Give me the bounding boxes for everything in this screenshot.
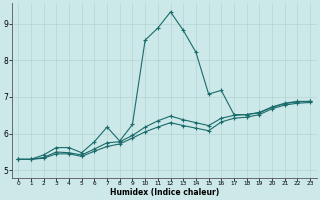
X-axis label: Humidex (Indice chaleur): Humidex (Indice chaleur) bbox=[109, 188, 219, 197]
